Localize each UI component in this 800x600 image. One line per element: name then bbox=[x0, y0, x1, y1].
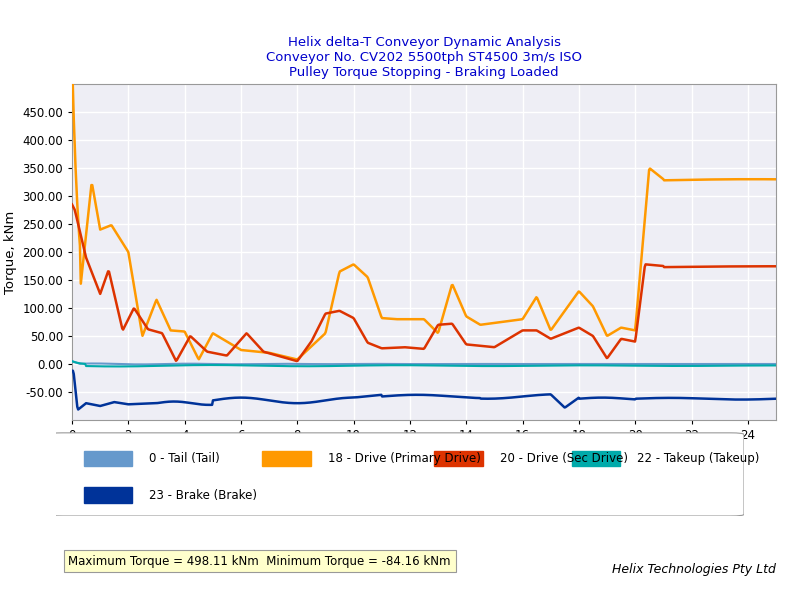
Text: Maximum Torque = 498.11 kNm  Minimum Torque = -84.16 kNm: Maximum Torque = 498.11 kNm Minimum Torq… bbox=[69, 554, 451, 568]
Text: 20 - Drive (Sec Drive): 20 - Drive (Sec Drive) bbox=[500, 452, 628, 466]
Bar bbox=[262, 451, 310, 466]
Text: 22 - Takeup (Takeup): 22 - Takeup (Takeup) bbox=[638, 452, 760, 466]
Text: 18 - Drive (Primary Drive): 18 - Drive (Primary Drive) bbox=[328, 452, 481, 466]
Text: 23 - Brake (Brake): 23 - Brake (Brake) bbox=[149, 488, 257, 502]
X-axis label: Time, seconds: Time, seconds bbox=[376, 448, 472, 461]
Bar bbox=[434, 451, 482, 466]
Bar bbox=[83, 487, 132, 503]
Bar bbox=[83, 451, 132, 466]
Y-axis label: Torque, kNm: Torque, kNm bbox=[4, 211, 17, 293]
Title: Helix delta-T Conveyor Dynamic Analysis
Conveyor No. CV202 5500tph ST4500 3m/s I: Helix delta-T Conveyor Dynamic Analysis … bbox=[266, 35, 582, 79]
Text: 0 - Tail (Tail): 0 - Tail (Tail) bbox=[149, 452, 220, 466]
Bar bbox=[572, 451, 620, 466]
Text: Helix Technologies Pty Ltd: Helix Technologies Pty Ltd bbox=[612, 563, 776, 577]
FancyBboxPatch shape bbox=[49, 433, 744, 516]
